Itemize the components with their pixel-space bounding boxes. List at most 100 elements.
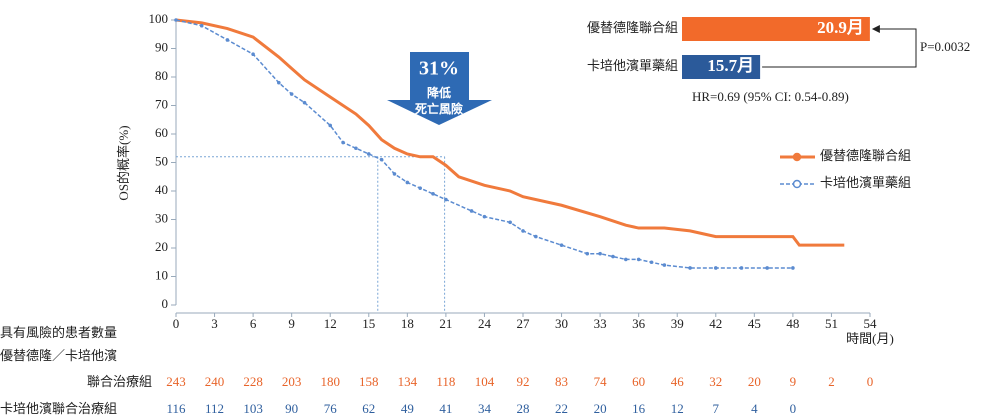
- legend-marker: [792, 179, 802, 189]
- point: [277, 80, 281, 85]
- risk-value: 2: [828, 374, 835, 389]
- median-bar-value: 20.9月: [817, 18, 864, 37]
- y-tick-label: 10: [155, 267, 168, 282]
- risk-value: 20: [748, 374, 761, 389]
- x-tick-label: 36: [632, 316, 646, 331]
- risk-value: 12: [671, 401, 684, 416]
- point: [636, 257, 641, 262]
- point: [469, 209, 474, 213]
- x-tick-label: 48: [786, 316, 799, 331]
- risk-value: 4: [751, 401, 758, 416]
- y-tick-label: 60: [155, 125, 168, 140]
- point: [405, 180, 410, 185]
- risk-value: 104: [475, 374, 495, 389]
- point: [534, 234, 538, 239]
- point: [366, 152, 371, 156]
- risk-value: 41: [439, 401, 452, 416]
- risk-value: 7: [713, 401, 720, 416]
- y-tick-label: 100: [149, 11, 169, 26]
- x-tick-label: 42: [709, 316, 722, 331]
- point: [482, 214, 487, 219]
- risk-value: 9: [790, 374, 797, 389]
- x-tick-label: 30: [555, 316, 568, 331]
- x-tick-label: 24: [478, 316, 492, 331]
- y-tick-label: 50: [155, 153, 168, 168]
- point: [302, 100, 307, 105]
- risk-value: 60: [632, 374, 645, 389]
- point: [444, 197, 448, 202]
- p-value: P=0.0032: [920, 39, 970, 54]
- point: [251, 52, 255, 56]
- arrowhead: [871, 25, 880, 33]
- risk-value: 22: [555, 401, 568, 416]
- risk-value: 240: [205, 374, 225, 389]
- risk-value: 28: [517, 401, 530, 416]
- point: [418, 186, 422, 190]
- risk-value: 34: [478, 401, 492, 416]
- point: [585, 251, 590, 256]
- x-tick-label: 54: [864, 316, 878, 331]
- risk-value: 20: [594, 401, 607, 416]
- point: [611, 254, 615, 259]
- annotation: 31%: [419, 58, 459, 80]
- point: [341, 140, 345, 145]
- x-tick-label: 45: [748, 316, 761, 331]
- risk-value: 0: [790, 401, 797, 416]
- risk-value: 158: [359, 374, 379, 389]
- risk-value: 118: [436, 374, 455, 389]
- point: [765, 266, 769, 270]
- p-bracket: [762, 28, 917, 68]
- hr: HR=0.69 (95% CI: 0.54-0.89): [692, 89, 849, 104]
- x-tick-label: 21: [439, 316, 452, 331]
- y-tick-label: 90: [155, 39, 168, 54]
- point: [354, 146, 358, 151]
- x-tick-label: 3: [211, 316, 218, 331]
- point: [225, 38, 230, 42]
- risk-row-label: 聯合治療組: [87, 374, 152, 389]
- point: [379, 157, 384, 162]
- point: [431, 192, 435, 196]
- risk-value: 32: [709, 374, 722, 389]
- x-tick-label: 9: [288, 316, 295, 331]
- point: [289, 92, 294, 96]
- point: [688, 266, 692, 270]
- point: [174, 18, 178, 22]
- point: [199, 23, 204, 28]
- risk-subtitle: 優替德隆／卡培他濱: [0, 348, 117, 363]
- risk-value: 92: [517, 374, 530, 389]
- risk-value: 112: [205, 401, 224, 416]
- point: [662, 263, 667, 267]
- median-bar: [682, 55, 761, 79]
- point: [598, 251, 602, 256]
- y-tick-label: 40: [155, 182, 168, 197]
- risk-value: 74: [594, 374, 608, 389]
- risk-title: 具有風險的患者數量: [0, 325, 117, 340]
- y-tick-label: 80: [155, 68, 168, 83]
- x-axis-label: 時間(月): [846, 331, 894, 346]
- point: [328, 123, 333, 128]
- x-tick-label: 33: [594, 316, 607, 331]
- risk-value: 46: [671, 374, 685, 389]
- median-bar-label: 優替德隆聯合組: [587, 20, 678, 35]
- point: [521, 229, 525, 233]
- point: [739, 266, 744, 270]
- median-bar-label: 卡培他濱單藥組: [587, 58, 678, 73]
- x-tick-label: 0: [173, 316, 180, 331]
- x-tick-label: 18: [401, 316, 414, 331]
- point: [649, 260, 654, 265]
- y-tick-label: 0: [162, 296, 169, 311]
- median-bar: [682, 17, 870, 41]
- annotation: 死亡風險: [415, 101, 463, 116]
- risk-value: 76: [324, 401, 338, 416]
- point: [559, 243, 564, 247]
- legend-marker: [792, 152, 802, 162]
- series-line: [175, 18, 845, 247]
- series-line: [175, 19, 793, 269]
- point: [508, 220, 512, 225]
- x-tick-label: 39: [671, 316, 684, 331]
- risk-value: 203: [282, 374, 302, 389]
- risk-value: 180: [320, 374, 340, 389]
- x-tick-label: 51: [825, 316, 838, 331]
- point: [713, 266, 718, 270]
